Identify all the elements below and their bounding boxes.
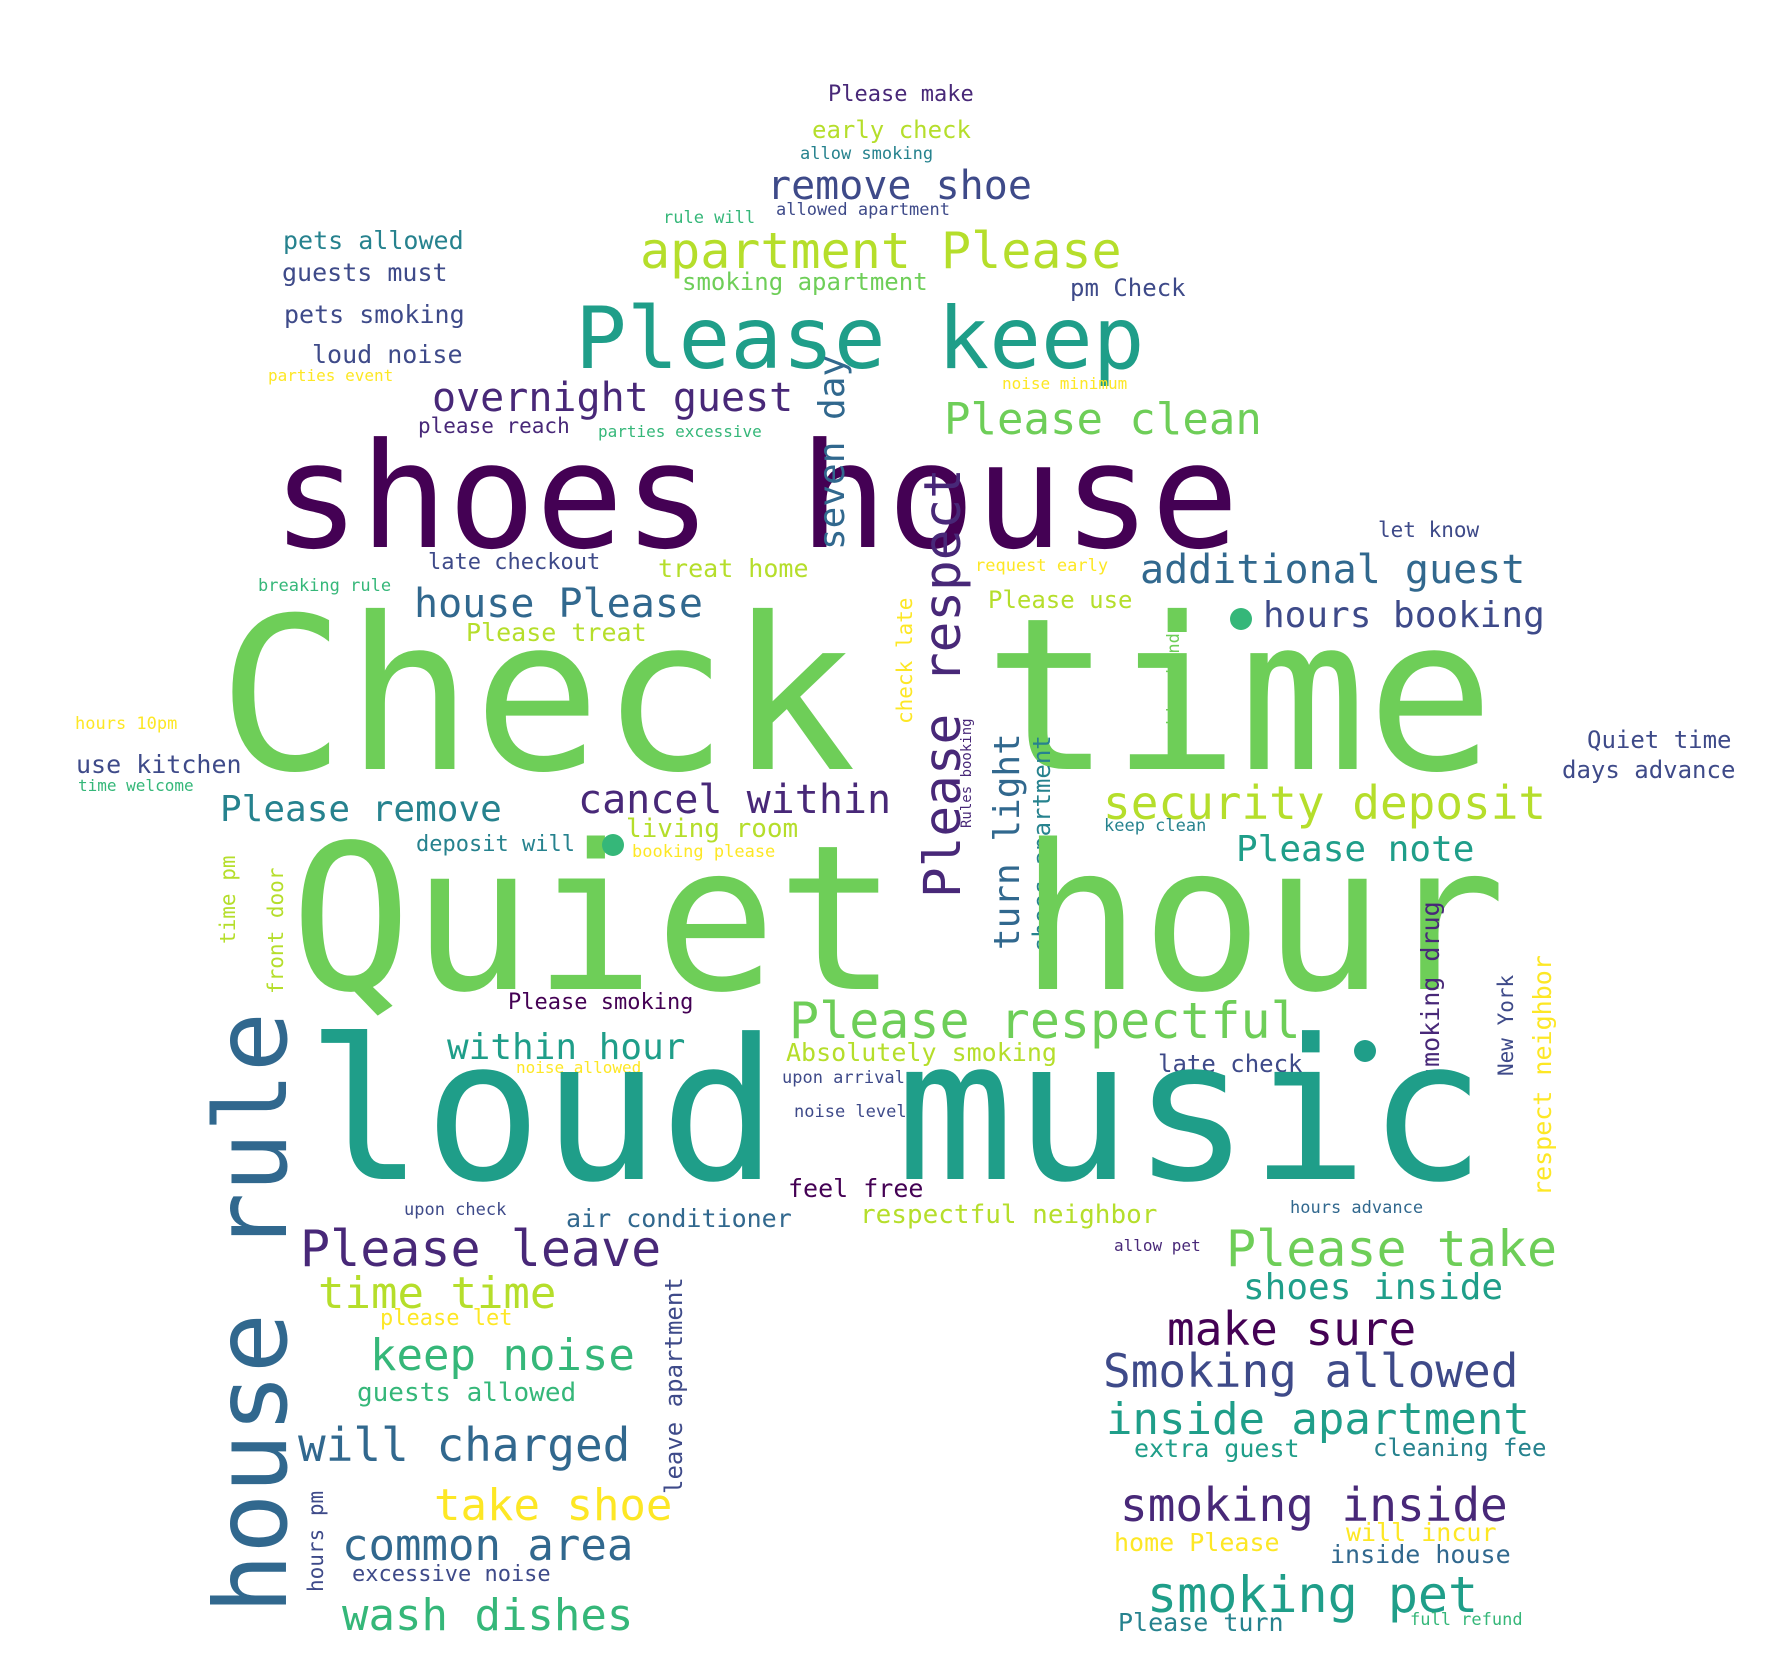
- word: pets smoking: [284, 300, 465, 329]
- word: booking please: [632, 842, 776, 862]
- dot: [1354, 1040, 1376, 1062]
- word: keep clean: [1104, 816, 1207, 836]
- word: Please respectful: [789, 992, 1301, 1050]
- word: smoking pet: [1147, 1566, 1479, 1624]
- word: Absolutely smoking: [786, 1038, 1057, 1067]
- word: will charged: [298, 1418, 631, 1472]
- word: parties excessive: [598, 422, 762, 441]
- word: use kitchen: [76, 750, 242, 779]
- word: loud music: [306, 998, 1487, 1226]
- word: Please leave: [300, 1220, 662, 1278]
- word: Please remove: [220, 789, 502, 830]
- word: New York: [1494, 974, 1518, 1076]
- word: pets allowed: [283, 226, 464, 255]
- word: make sure: [1167, 1302, 1417, 1356]
- word: front door: [264, 867, 288, 994]
- word: Please note: [1236, 829, 1475, 870]
- word: hours pm: [304, 1490, 328, 1592]
- word: security deposit: [1103, 776, 1547, 830]
- word: full refund: [1410, 1610, 1523, 1630]
- word: excessive noise: [352, 1562, 551, 1587]
- word: smoking apartment: [682, 268, 928, 296]
- word: wash dishes: [342, 1590, 634, 1641]
- word: let know: [1378, 518, 1480, 542]
- word: rule will: [663, 208, 756, 228]
- word: deposit will: [416, 832, 575, 857]
- word: noise level: [794, 1102, 907, 1122]
- word: please let: [380, 1306, 513, 1331]
- word: request early: [975, 556, 1109, 576]
- word: Please clean: [944, 394, 1262, 445]
- word: will incur: [1346, 1518, 1497, 1547]
- word: shoes house: [272, 412, 1239, 582]
- word: time welcome: [78, 776, 194, 795]
- word: Quiet time: [1587, 726, 1732, 754]
- word: additional guest: [1140, 547, 1526, 593]
- word: overnight guest: [432, 375, 794, 421]
- word: Please keep: [575, 289, 1145, 389]
- word: keep noise: [370, 1330, 635, 1381]
- word: loud noise: [312, 340, 463, 369]
- word: Check time: [218, 572, 1495, 819]
- word: Please turn: [1118, 1608, 1284, 1637]
- word: Please smoking: [508, 990, 694, 1015]
- word: living room: [626, 814, 799, 844]
- word: take shoe: [434, 1480, 673, 1531]
- word: cancel within: [578, 777, 892, 823]
- word: home Please: [1114, 1528, 1280, 1557]
- word: pm Check: [1070, 274, 1186, 302]
- word: days advance: [1562, 756, 1736, 784]
- word: Smoking allowed: [1103, 1344, 1519, 1398]
- word: early check: [812, 116, 971, 144]
- word: inside house: [1330, 1540, 1511, 1569]
- word: shoes inside: [1243, 1267, 1504, 1308]
- word: allow pet: [1114, 1236, 1201, 1255]
- word: remove shoe: [767, 163, 1032, 209]
- word: seven day: [812, 354, 853, 550]
- dot: [1230, 608, 1252, 630]
- word: house Please: [414, 581, 703, 627]
- word: hours advance: [1290, 1198, 1424, 1218]
- word: inside apartment: [1106, 1394, 1530, 1445]
- word: time time: [318, 1268, 557, 1319]
- word: within hour: [447, 1027, 686, 1068]
- word: late check: [1158, 1050, 1303, 1078]
- word: time pm: [216, 855, 240, 944]
- dot: [602, 834, 624, 856]
- word: please reach: [418, 414, 570, 438]
- word: treat home: [658, 554, 809, 583]
- word: house rule: [193, 1011, 310, 1614]
- word: Quiet hour: [290, 801, 1507, 1037]
- word: allowed apartment: [776, 200, 950, 220]
- word: respectful neighbor: [860, 1200, 1158, 1230]
- word: Please treat: [466, 618, 647, 647]
- word: smoking inside: [1120, 1478, 1508, 1532]
- word: common area: [342, 1520, 634, 1571]
- word: Please take: [1226, 1220, 1558, 1278]
- word: noise allowed: [516, 1058, 642, 1077]
- word: upon arrival: [782, 1068, 905, 1088]
- word: hours 10pm: [75, 714, 178, 734]
- word: noise minimum: [1002, 374, 1128, 393]
- word: breaking rule: [258, 576, 392, 596]
- word: apartment Please: [640, 222, 1122, 280]
- word: feel free: [788, 1174, 924, 1203]
- word: hours booking: [1263, 595, 1545, 636]
- word: leave apartment: [660, 1277, 688, 1494]
- word: respect neighbor: [1528, 955, 1557, 1196]
- word: Please make: [828, 82, 974, 107]
- word: upon check: [404, 1200, 507, 1220]
- word: guests must: [282, 258, 448, 287]
- word: cleaning fee: [1373, 1434, 1547, 1462]
- word: Please use: [988, 586, 1133, 614]
- word: extra guest: [1134, 1434, 1300, 1463]
- word: guests allowed: [357, 1378, 577, 1408]
- word: air conditioner: [566, 1204, 792, 1233]
- word: late checkout: [428, 550, 601, 575]
- word: allow smoking: [800, 144, 934, 164]
- word: parties event: [268, 366, 394, 385]
